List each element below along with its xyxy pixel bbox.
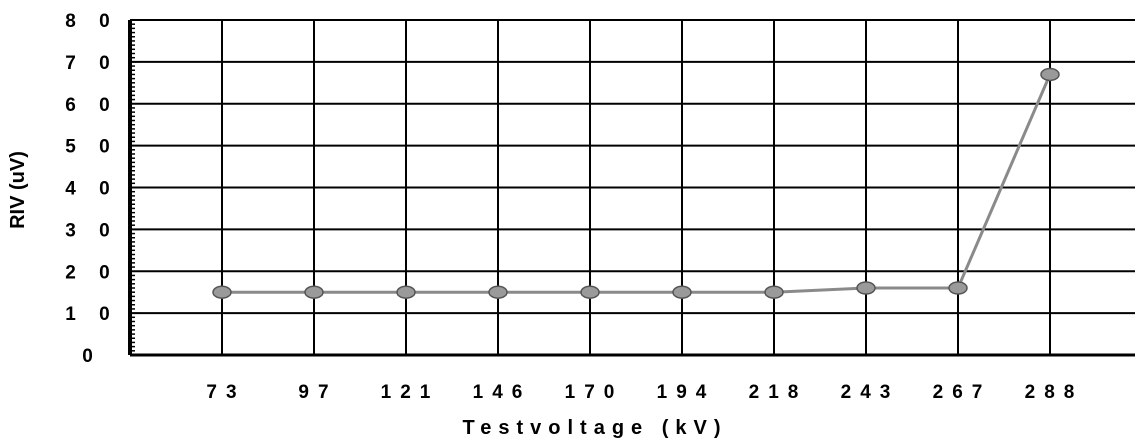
data-point bbox=[672, 285, 692, 299]
x-tick-label: 73 bbox=[206, 382, 245, 403]
x-tick-label: 218 bbox=[749, 382, 808, 403]
x-tick-labels: 73 97 121 146 170 194 218 243 267 288 bbox=[206, 382, 1084, 403]
y-tick-label: 6 0 bbox=[65, 95, 118, 116]
data-point bbox=[396, 285, 416, 299]
x-tick-label: 194 bbox=[657, 382, 716, 403]
data-point bbox=[856, 281, 876, 295]
y-tick-labels: 0 1 0 2 0 3 0 4 0 5 0 6 0 7 0 8 0 bbox=[65, 11, 118, 367]
series-layer bbox=[212, 67, 1060, 299]
data-point bbox=[304, 285, 324, 299]
gridlines bbox=[130, 19, 1135, 355]
data-point bbox=[948, 281, 968, 295]
y-tick-label: 7 0 bbox=[65, 53, 118, 74]
y-tick-label: 3 0 bbox=[65, 220, 118, 241]
y-tick-label: 8 0 bbox=[65, 11, 118, 32]
y-axis-title: RIV (uV) bbox=[7, 151, 29, 229]
data-point bbox=[212, 285, 232, 299]
x-tick-label: 243 bbox=[841, 382, 900, 403]
y-tick-label: 4 0 bbox=[65, 179, 118, 200]
data-point bbox=[1040, 67, 1060, 82]
y-tick-label: 5 0 bbox=[65, 137, 118, 158]
y-tick-label: 0 bbox=[82, 346, 102, 367]
data-point bbox=[580, 285, 600, 299]
data-point bbox=[488, 285, 508, 299]
data-point bbox=[764, 285, 784, 299]
x-tick-label: 121 bbox=[381, 382, 440, 403]
y-tick-label: 1 0 bbox=[65, 304, 118, 325]
y-tick-label: 2 0 bbox=[65, 262, 118, 283]
x-axis-title: Testvoltage (kV) bbox=[463, 417, 728, 439]
x-tick-label: 267 bbox=[933, 382, 992, 403]
axes bbox=[128, 19, 1135, 357]
x-tick-label: 146 bbox=[473, 382, 532, 403]
x-tick-label: 97 bbox=[298, 382, 337, 403]
series-line bbox=[222, 73, 1052, 294]
x-tick-label: 288 bbox=[1025, 382, 1084, 403]
x-tick-label: 170 bbox=[565, 382, 624, 403]
